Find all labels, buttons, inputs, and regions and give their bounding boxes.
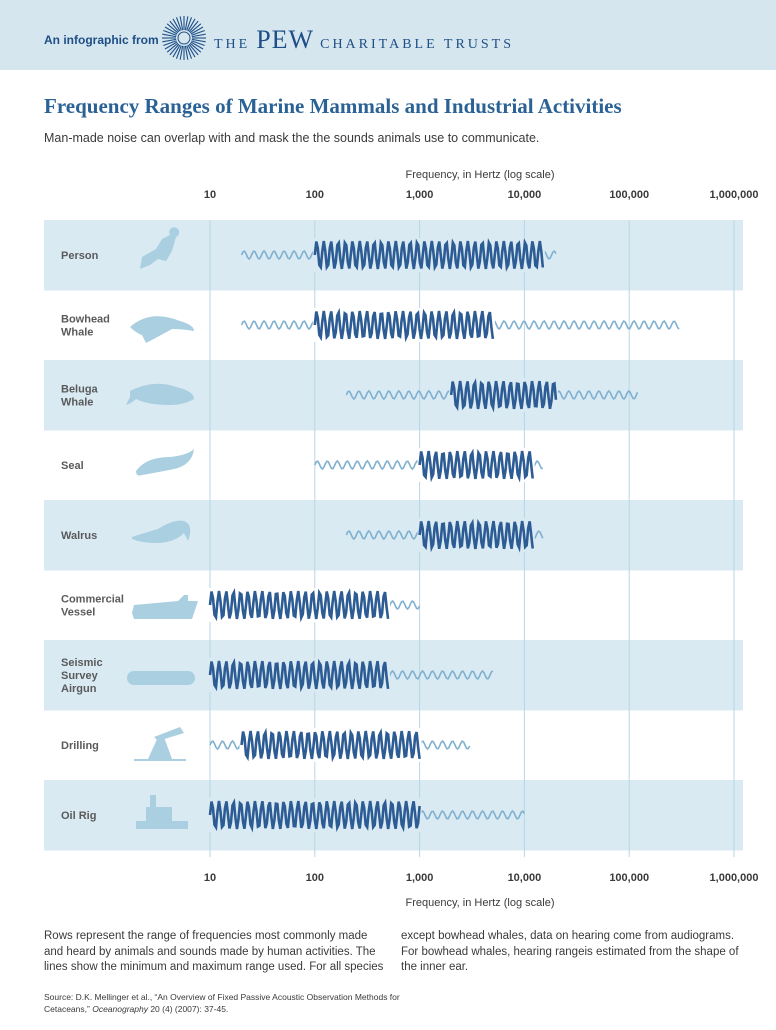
beluga-whale-icon: [126, 383, 194, 405]
chart-notes: Rows represent the range of frequencies …: [44, 930, 739, 973]
tick-label: 100: [306, 872, 324, 884]
axis-title: Frequency, in Hertz (log scale): [406, 897, 555, 909]
tick-label: 100,000: [609, 872, 649, 884]
source-journal: Oceanography: [92, 1003, 148, 1014]
tick-label: 10: [204, 872, 216, 884]
chart-subtitle: Man-made noise can overlap with and mask…: [44, 131, 540, 145]
common-range-wave: [208, 587, 390, 623]
tick-label: 100: [306, 189, 324, 201]
source-prefix: Source: D.K. Mellinger et al., “An Overv…: [44, 992, 400, 1014]
tick-label: 10,000: [508, 189, 542, 201]
drilling-icon: [134, 727, 186, 761]
frequency-range-chart: Person Bowhead Whale Beluga Whale Seal Walrus C…: [44, 169, 759, 909]
infographic-intro: An infographic from: [44, 33, 159, 47]
bowhead-whale-icon: [130, 316, 194, 343]
airgun-icon: [127, 671, 195, 685]
common-range-wave: [449, 378, 558, 413]
brand-post: CHARITABLE TRUSTS: [320, 37, 515, 52]
diver-icon: [140, 227, 180, 269]
source-suffix: 20 (4) (2007): 37-45.: [147, 1003, 229, 1014]
seal-icon: [136, 449, 194, 476]
row-label: Bowhead Whale: [61, 314, 110, 339]
row-label: Seismic Survey Airgun: [61, 657, 103, 695]
row-label: Seal: [61, 460, 84, 472]
tick-label: 1,000: [406, 872, 434, 884]
brand-main: PEW: [256, 25, 315, 54]
row-label: Walrus: [61, 530, 97, 542]
header-banner: An infographic from THE PEW CHARITABLE TRU…: [0, 0, 776, 70]
common-range-wave: [313, 307, 495, 343]
common-range-wave: [418, 448, 534, 483]
row-label: Commercial Vessel: [61, 594, 124, 619]
row-label: Beluga Whale: [61, 384, 99, 409]
common-range-wave: [208, 798, 421, 833]
source-citation: Source: D.K. Mellinger et al., “An Overv…: [44, 992, 444, 1015]
row-label: Person: [61, 250, 99, 262]
oil-rig-icon: [136, 795, 188, 829]
brand-pre: THE: [214, 37, 251, 52]
tick-label: 10: [204, 189, 216, 201]
row-label: Oil Rig: [61, 810, 96, 822]
row-label: Drilling: [61, 740, 99, 752]
common-range-wave: [418, 518, 534, 553]
chart-title: Frequency Ranges of Marine Mammals and I…: [44, 94, 622, 118]
pew-wordmark: THE PEW CHARITABLE TRUSTS: [214, 25, 514, 55]
tick-label: 1,000: [406, 189, 434, 201]
tick-label: 1,000,000: [710, 189, 759, 201]
common-range-wave: [313, 237, 545, 272]
tick-label: 100,000: [609, 189, 649, 201]
common-range-wave: [240, 727, 421, 763]
tick-label: 1,000,000: [710, 872, 759, 884]
pew-sunburst-logo-icon: [162, 16, 206, 60]
axis-title: Frequency, in Hertz (log scale): [406, 169, 555, 181]
tick-label: 10,000: [508, 872, 542, 884]
common-range-wave: [208, 657, 390, 693]
ship-icon: [132, 595, 198, 619]
walrus-icon: [132, 520, 191, 543]
